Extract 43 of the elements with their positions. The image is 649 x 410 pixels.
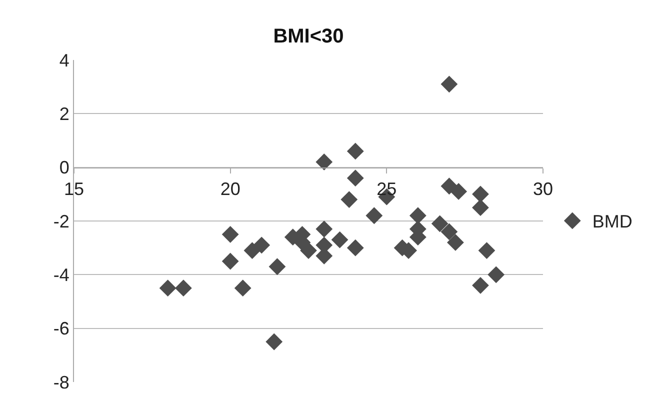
point [346, 239, 364, 256]
point [316, 154, 333, 170]
point [478, 242, 496, 259]
legend-label: BMD [592, 212, 632, 232]
point [253, 236, 270, 254]
y-tick-label: -4 [53, 264, 70, 285]
point [174, 280, 192, 297]
point [366, 207, 383, 224]
point [222, 252, 239, 270]
y-tick-label: 2 [59, 104, 70, 124]
point [472, 186, 489, 203]
point [222, 226, 239, 243]
point [472, 199, 489, 216]
point [447, 234, 464, 251]
point [266, 333, 283, 350]
point [472, 276, 489, 294]
x-tick-label: 25 [376, 178, 397, 199]
y-tick-label: -2 [53, 211, 70, 232]
point [159, 280, 176, 297]
point [268, 258, 286, 276]
point [244, 242, 261, 259]
point [346, 142, 364, 160]
x-tick-label: 20 [220, 178, 240, 199]
point [431, 215, 448, 232]
point [346, 170, 364, 187]
chart-title: BMI<30 [273, 26, 344, 48]
y-tick-label: -8 [53, 372, 70, 392]
point [300, 242, 317, 259]
point [440, 223, 458, 240]
point [409, 207, 426, 224]
point [234, 280, 252, 297]
point [440, 178, 458, 195]
point [316, 220, 333, 238]
x-tick-label: 30 [532, 178, 554, 199]
point [340, 191, 358, 208]
point [488, 266, 505, 284]
point [331, 231, 348, 248]
y-tick-label: 0 [59, 158, 70, 178]
y-tick-label: -6 [53, 318, 70, 339]
y-tick-label: 4 [59, 50, 70, 70]
x-tick-label: 15 [64, 178, 84, 199]
point [440, 76, 458, 93]
point [450, 183, 468, 200]
